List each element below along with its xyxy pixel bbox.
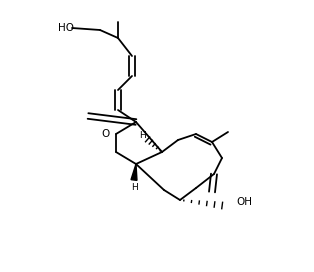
Text: HO: HO (58, 23, 74, 33)
Polygon shape (131, 164, 137, 180)
Text: H: H (131, 184, 138, 193)
Text: O: O (102, 129, 110, 139)
Text: H: H (138, 131, 145, 140)
Text: OH: OH (236, 197, 252, 207)
